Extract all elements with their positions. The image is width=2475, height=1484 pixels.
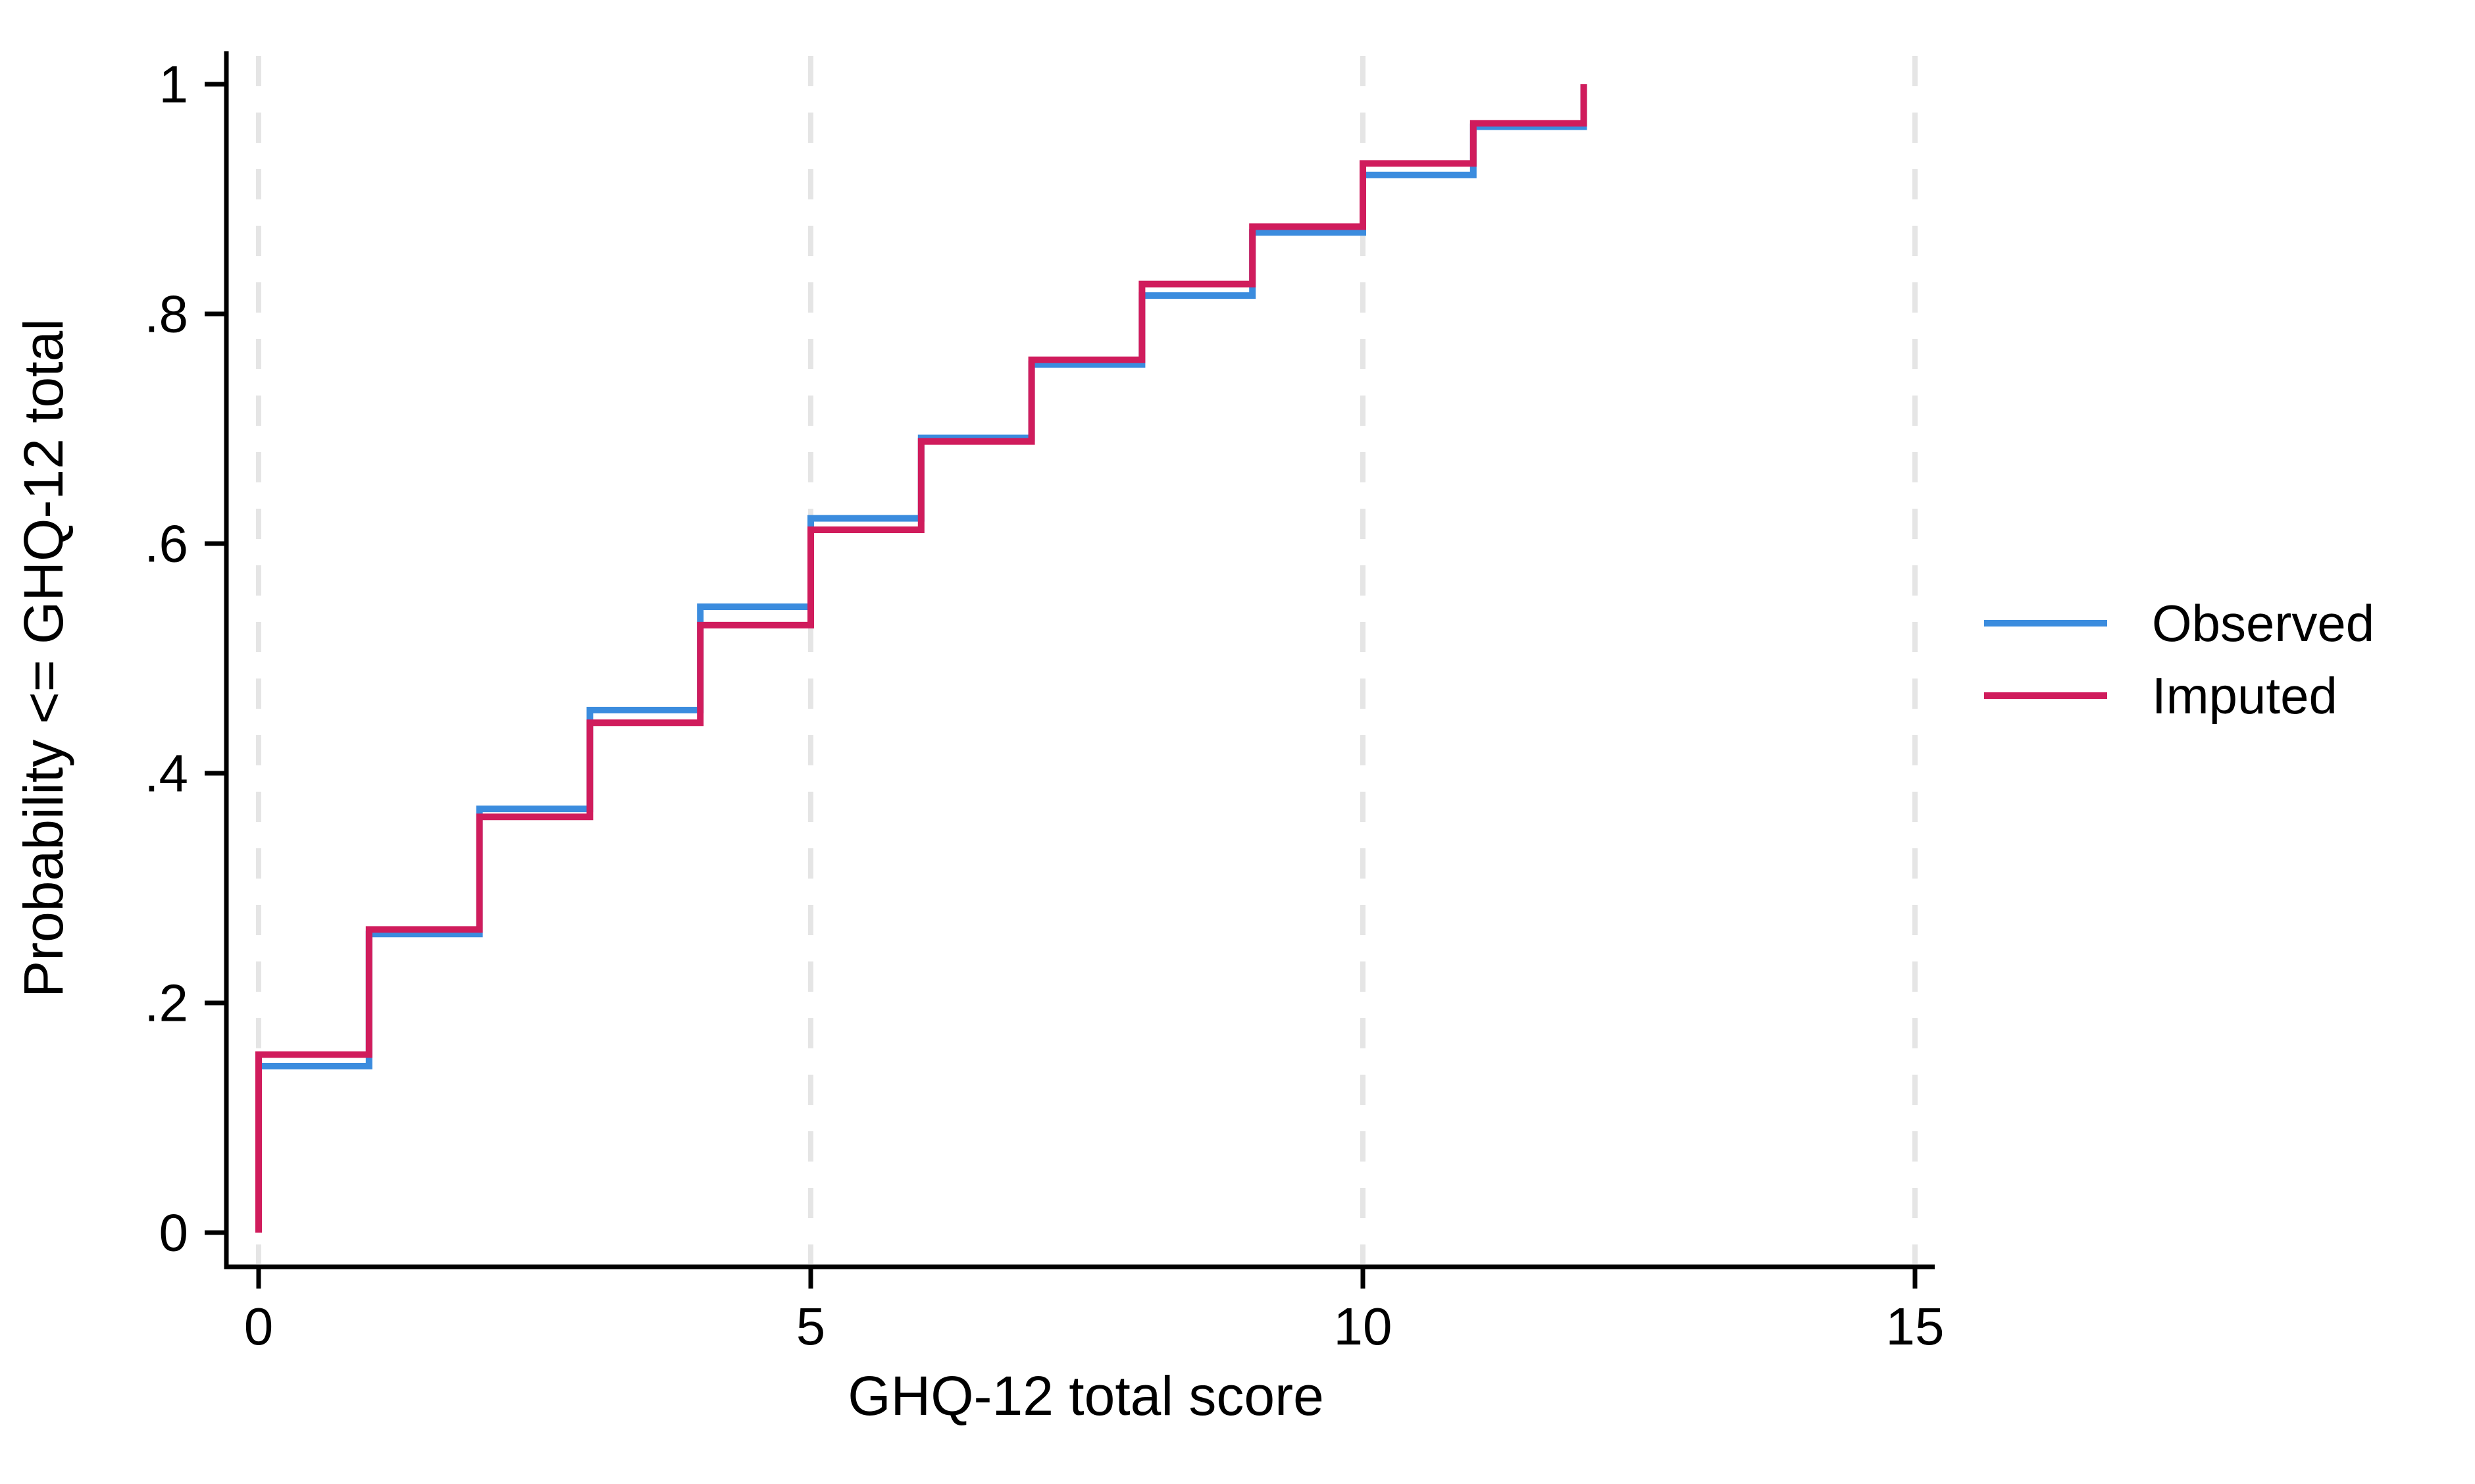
y-axis-title: Probability <= GHQ-12 total <box>13 319 74 998</box>
series-lines <box>255 84 1587 1233</box>
tick-marks-and-labels: 0.2.4.6.810 5 10 15 <box>144 55 1944 1356</box>
observed-series-line <box>255 84 1587 1233</box>
legend-label-imputed: Imputed <box>2152 667 2337 725</box>
x-tick-label: 0 <box>244 1297 274 1356</box>
y-tick-label: 1 <box>159 55 189 114</box>
y-tick-label: 0 <box>159 1204 189 1262</box>
x-tick-label: 15 <box>1886 1297 1945 1356</box>
axes <box>224 51 1935 1269</box>
y-tick-label: .4 <box>144 744 188 803</box>
gridlines <box>256 56 1918 1264</box>
imputed-series-line <box>255 84 1587 1233</box>
legend-label-observed: Observed <box>2152 594 2374 652</box>
x-tick-label: 10 <box>1334 1297 1392 1356</box>
y-tick-label: .6 <box>144 515 188 573</box>
y-tick-label: .2 <box>144 974 188 1033</box>
x-tick-label: 5 <box>796 1297 826 1356</box>
legend: Observed Imputed <box>1984 594 2374 725</box>
y-tick-label: .8 <box>144 285 188 344</box>
x-axis-title: GHQ-12 total score <box>848 1365 1324 1427</box>
